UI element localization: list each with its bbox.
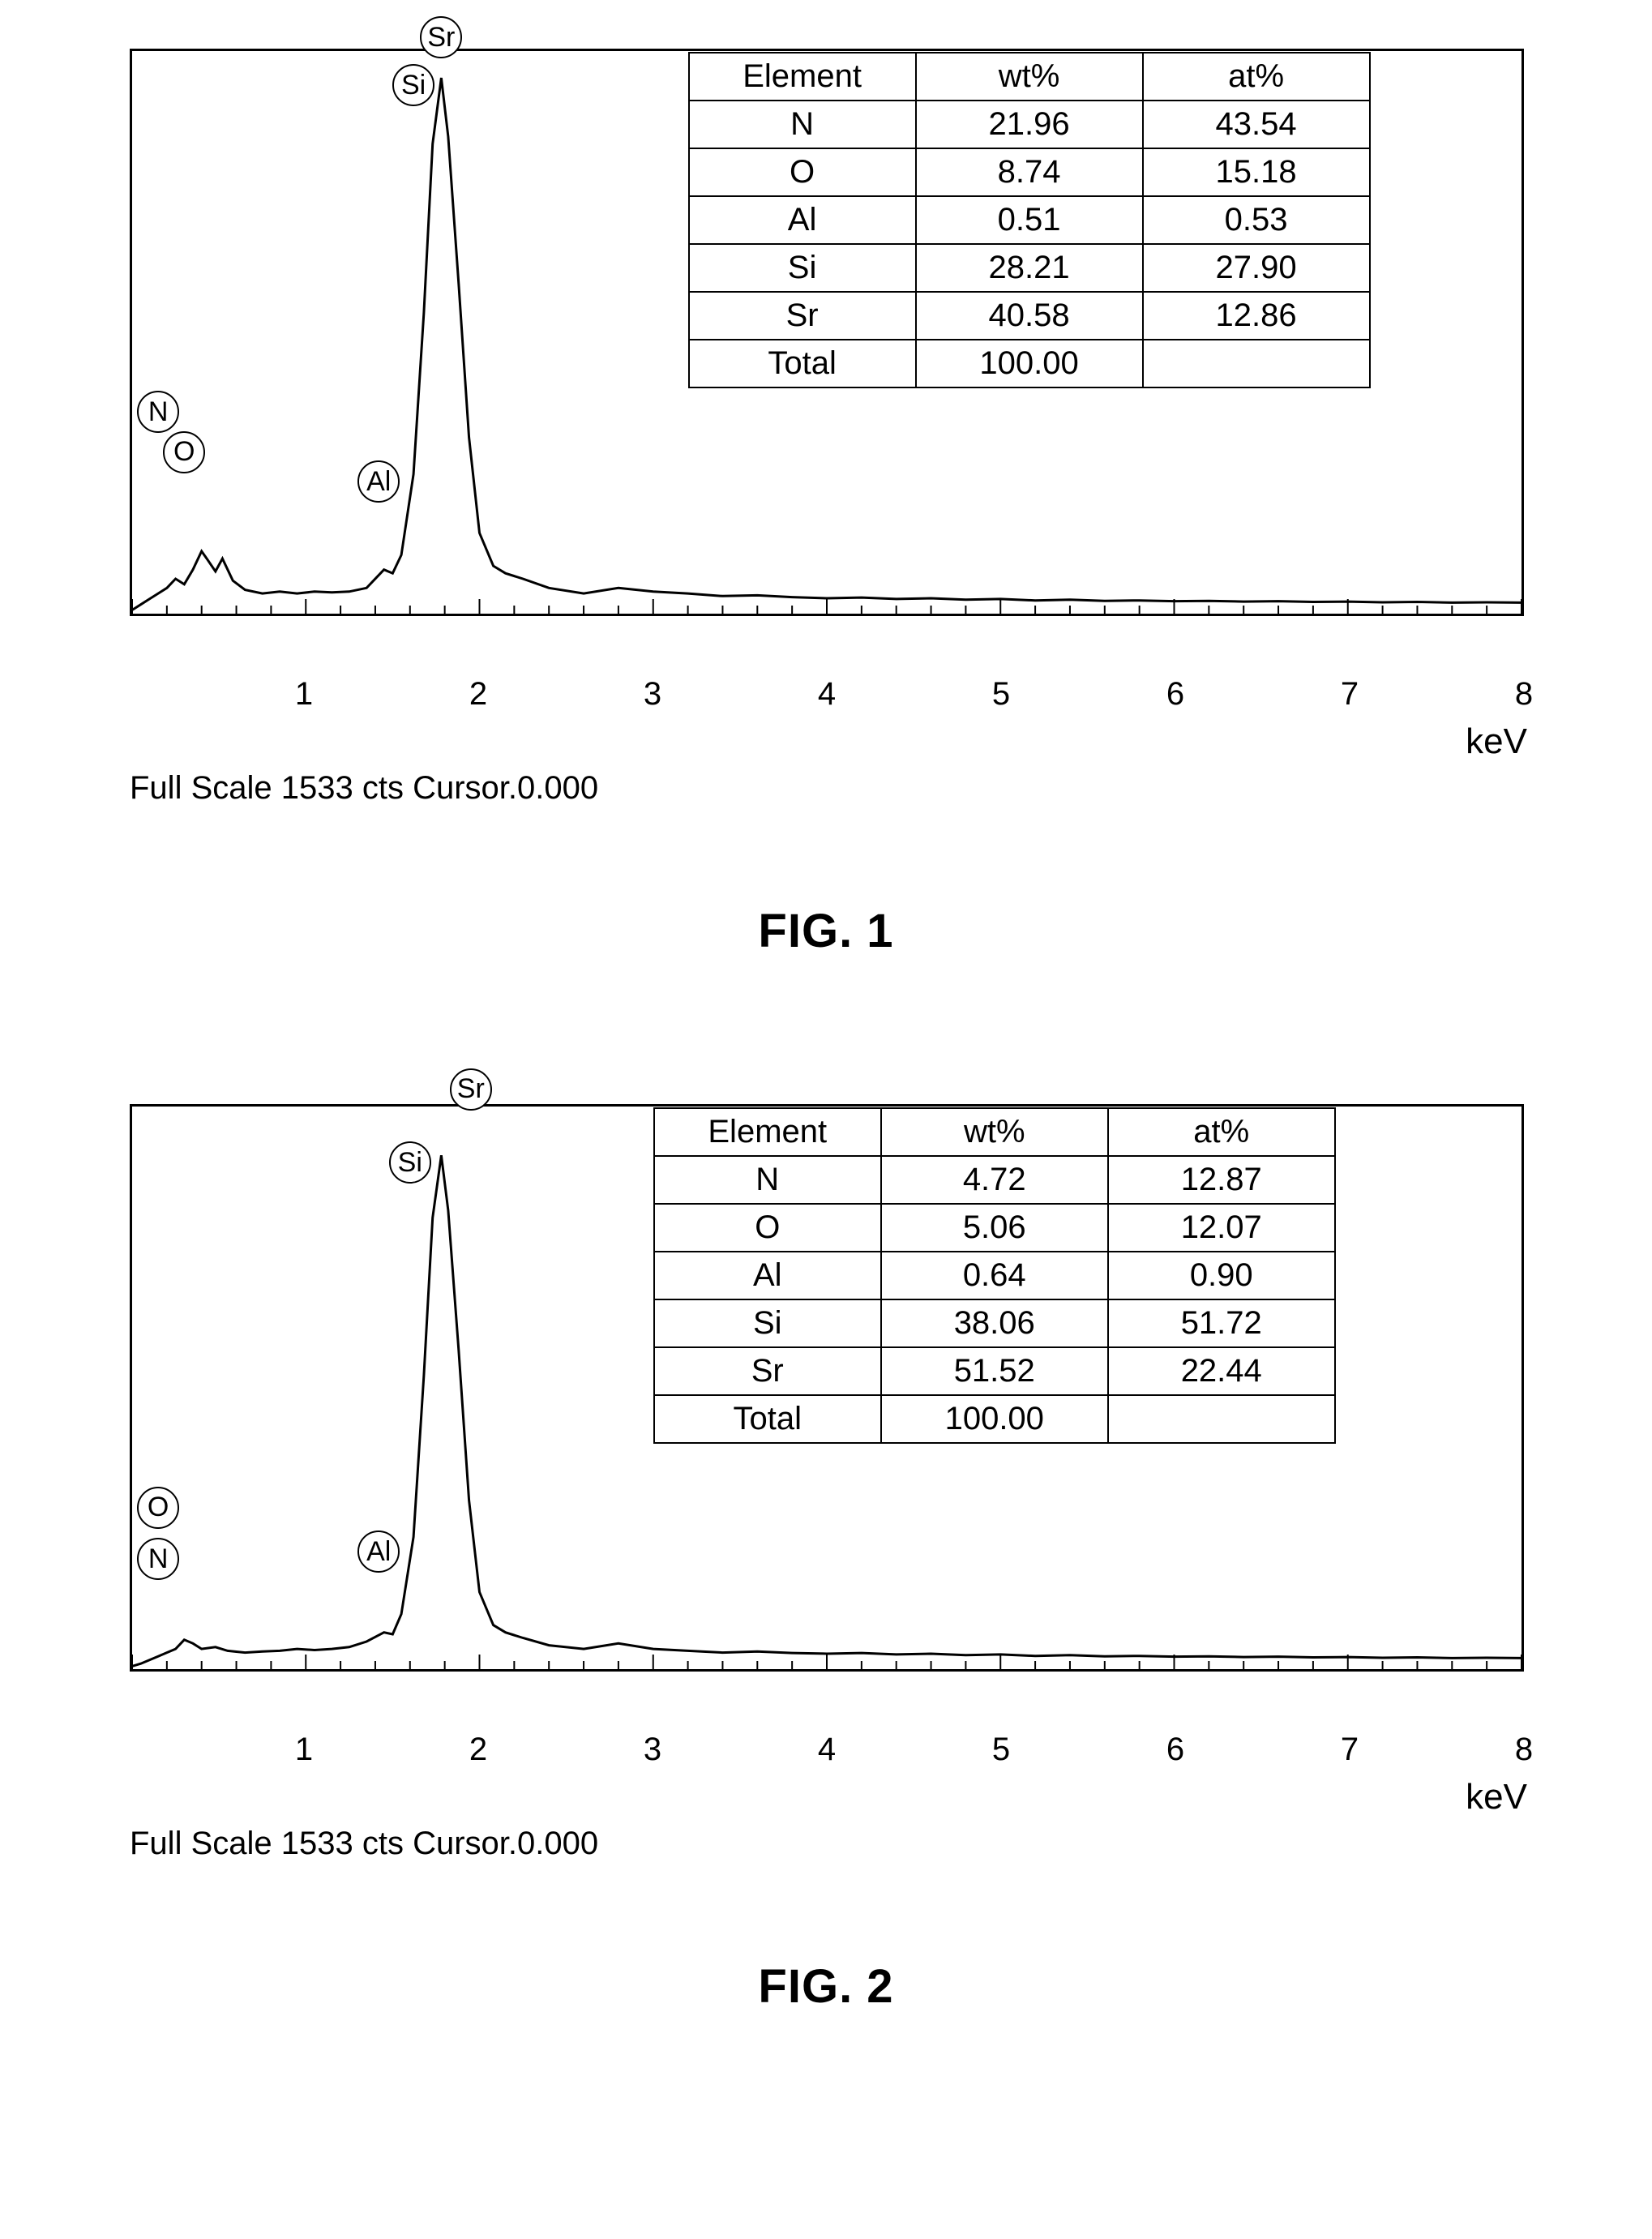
table-cell-wt: 21.96 <box>916 101 1143 148</box>
figure-label-1: FIG. 1 <box>113 904 1539 958</box>
figure-2: SrSiONAl Element wt% at% N4.7212.87O5.06… <box>113 1104 1539 2014</box>
table-cell-wt: 51.52 <box>881 1347 1108 1395</box>
peak-label-si: Si <box>392 64 434 106</box>
x-tick-label: 6 <box>1166 1732 1184 1768</box>
table-cell-element: Al <box>654 1252 881 1299</box>
table-cell-wt: 5.06 <box>881 1204 1108 1252</box>
table-cell-at: 51.72 <box>1108 1299 1335 1347</box>
x-tick-labels-2: 12345678 <box>130 1732 1524 1772</box>
peak-label-o: O <box>137 1487 179 1529</box>
table-cell-at: 27.90 <box>1143 244 1370 292</box>
peak-label-n: N <box>137 1538 179 1580</box>
table-cell-element: O <box>689 148 916 196</box>
table-row: Sr51.5222.44 <box>654 1347 1335 1395</box>
table-row: N4.7212.87 <box>654 1156 1335 1204</box>
table-cell-at <box>1143 340 1370 387</box>
table-row: O5.0612.07 <box>654 1204 1335 1252</box>
x-tick-label: 7 <box>1341 676 1359 713</box>
table-row: Al0.510.53 <box>689 196 1370 244</box>
table-cell-wt: 38.06 <box>881 1299 1108 1347</box>
table-cell-at <box>1108 1395 1335 1443</box>
x-tick-label: 2 <box>469 1732 487 1768</box>
table-header-at: at% <box>1143 53 1370 101</box>
table-cell-at: 15.18 <box>1143 148 1370 196</box>
peak-label-n: N <box>137 391 179 433</box>
table-cell-element: Si <box>689 244 916 292</box>
table-cell-wt: 100.00 <box>881 1395 1108 1443</box>
chart-caption-1: Full Scale 1533 cts Cursor.0.000 <box>130 770 1539 807</box>
table-header-wt: wt% <box>881 1108 1108 1156</box>
chart-frame-2: SrSiONAl Element wt% at% N4.7212.87O5.06… <box>130 1104 1524 1728</box>
page: SrSiNOAl Element wt% at% N21.9643.54O8.7… <box>0 0 1652 2239</box>
x-tick-label: 3 <box>644 1732 661 1768</box>
table-cell-element: O <box>654 1204 881 1252</box>
table-row: Si28.2127.90 <box>689 244 1370 292</box>
table-cell-element: Sr <box>689 292 916 340</box>
peak-label-si: Si <box>389 1141 431 1184</box>
table-row: N21.9643.54 <box>689 101 1370 148</box>
table-cell-at: 12.87 <box>1108 1156 1335 1204</box>
x-tick-label: 1 <box>295 1732 313 1768</box>
table-row: Si38.0651.72 <box>654 1299 1335 1347</box>
peak-label-sr: Sr <box>450 1068 492 1111</box>
table-cell-element: Total <box>654 1395 881 1443</box>
table-cell-element: Si <box>654 1299 881 1347</box>
table-row: Total100.00 <box>689 340 1370 387</box>
table-row: Al0.640.90 <box>654 1252 1335 1299</box>
x-tick-label: 4 <box>818 676 836 713</box>
table-row: O8.7415.18 <box>689 148 1370 196</box>
x-tick-label: 5 <box>992 676 1010 713</box>
table-cell-wt: 100.00 <box>916 340 1143 387</box>
x-tick-label: 8 <box>1515 1732 1533 1768</box>
peak-label-sr: Sr <box>420 16 462 58</box>
chart-caption-2: Full Scale 1533 cts Cursor.0.000 <box>130 1826 1539 1862</box>
peak-label-al: Al <box>357 1530 400 1573</box>
table-cell-wt: 40.58 <box>916 292 1143 340</box>
peak-label-al: Al <box>357 460 400 503</box>
x-axis-unit-2: keV <box>1466 1777 1527 1817</box>
composition-table-1: Element wt% at% N21.9643.54O8.7415.18Al0… <box>688 52 1371 388</box>
table-cell-element: N <box>689 101 916 148</box>
x-tick-label: 8 <box>1515 676 1533 713</box>
table-header-element: Element <box>689 53 916 101</box>
table-cell-wt: 4.72 <box>881 1156 1108 1204</box>
table-cell-at: 0.90 <box>1108 1252 1335 1299</box>
figure-label-2: FIG. 2 <box>113 1959 1539 2014</box>
table-cell-at: 12.86 <box>1143 292 1370 340</box>
x-tick-label: 3 <box>644 676 661 713</box>
peak-label-o: O <box>163 431 205 473</box>
table-cell-element: Al <box>689 196 916 244</box>
table-header-wt: wt% <box>916 53 1143 101</box>
table-row: Total100.00 <box>654 1395 1335 1443</box>
table-cell-wt: 28.21 <box>916 244 1143 292</box>
table-row: Sr40.5812.86 <box>689 292 1370 340</box>
x-tick-label: 5 <box>992 1732 1010 1768</box>
table-cell-wt: 8.74 <box>916 148 1143 196</box>
table-cell-element: N <box>654 1156 881 1204</box>
table-cell-element: Total <box>689 340 916 387</box>
table-cell-at: 43.54 <box>1143 101 1370 148</box>
x-tick-label: 4 <box>818 1732 836 1768</box>
plot-area-2: SrSiONAl Element wt% at% N4.7212.87O5.06… <box>130 1104 1524 1672</box>
table-cell-wt: 0.51 <box>916 196 1143 244</box>
x-tick-labels-1: 12345678 <box>130 676 1524 717</box>
table-header-element: Element <box>654 1108 881 1156</box>
x-tick-label: 1 <box>295 676 313 713</box>
x-axis-unit-1: keV <box>1466 721 1527 762</box>
table-cell-at: 12.07 <box>1108 1204 1335 1252</box>
table-cell-at: 0.53 <box>1143 196 1370 244</box>
table-cell-at: 22.44 <box>1108 1347 1335 1395</box>
figure-1: SrSiNOAl Element wt% at% N21.9643.54O8.7… <box>113 49 1539 958</box>
x-tick-label: 7 <box>1341 1732 1359 1768</box>
composition-table-2: Element wt% at% N4.7212.87O5.0612.07Al0.… <box>653 1107 1336 1444</box>
x-tick-label: 2 <box>469 676 487 713</box>
table-cell-wt: 0.64 <box>881 1252 1108 1299</box>
table-header-at: at% <box>1108 1108 1335 1156</box>
table-cell-element: Sr <box>654 1347 881 1395</box>
plot-area-1: SrSiNOAl Element wt% at% N21.9643.54O8.7… <box>130 49 1524 616</box>
x-tick-label: 6 <box>1166 676 1184 713</box>
chart-frame-1: SrSiNOAl Element wt% at% N21.9643.54O8.7… <box>130 49 1524 673</box>
